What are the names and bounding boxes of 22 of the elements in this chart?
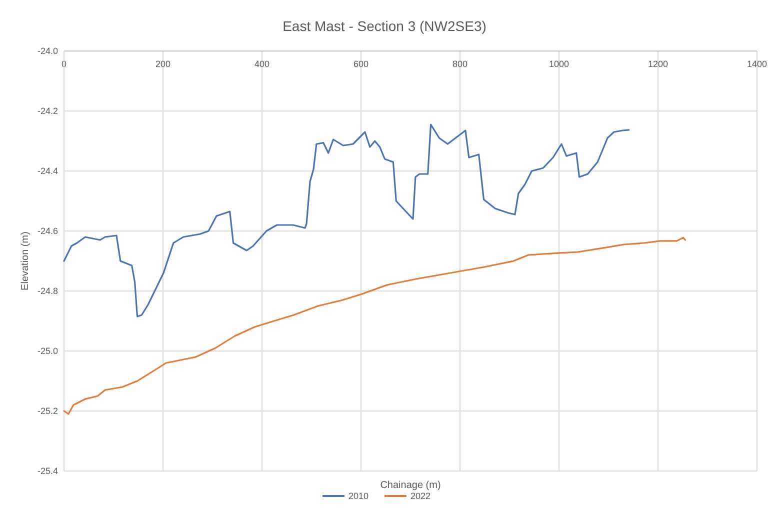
legend-label: 2010	[348, 491, 369, 501]
x-axis-title: Chainage (m)	[380, 480, 441, 491]
y-tick-label: -24.4	[37, 166, 58, 176]
x-tick-label: 200	[155, 59, 171, 69]
chart-title: East Mast - Section 3 (NW2SE3)	[282, 18, 486, 34]
line-series	[63, 124, 630, 318]
y-tick-label: -24.0	[37, 46, 58, 56]
legend-label: 2022	[410, 491, 431, 501]
x-tick-label: 1200	[648, 59, 668, 69]
y-tick-label: -25.0	[37, 346, 58, 356]
y-tick-label: -25.2	[37, 406, 58, 416]
y-tick-label: -24.6	[37, 226, 58, 236]
x-tick-label: 800	[452, 59, 468, 69]
x-tick-label: 1400	[746, 59, 768, 69]
x-tick-label: 1000	[548, 59, 570, 69]
y-axis-title: Elevation (m)	[20, 232, 31, 290]
y-tick-label: -24.8	[37, 286, 58, 296]
y-tick-label: -24.2	[37, 106, 58, 116]
y-tick-label: -25.4	[37, 466, 58, 476]
x-tick-label: 400	[254, 59, 270, 69]
x-tick-label: 600	[353, 59, 369, 69]
line-series	[63, 236, 686, 415]
